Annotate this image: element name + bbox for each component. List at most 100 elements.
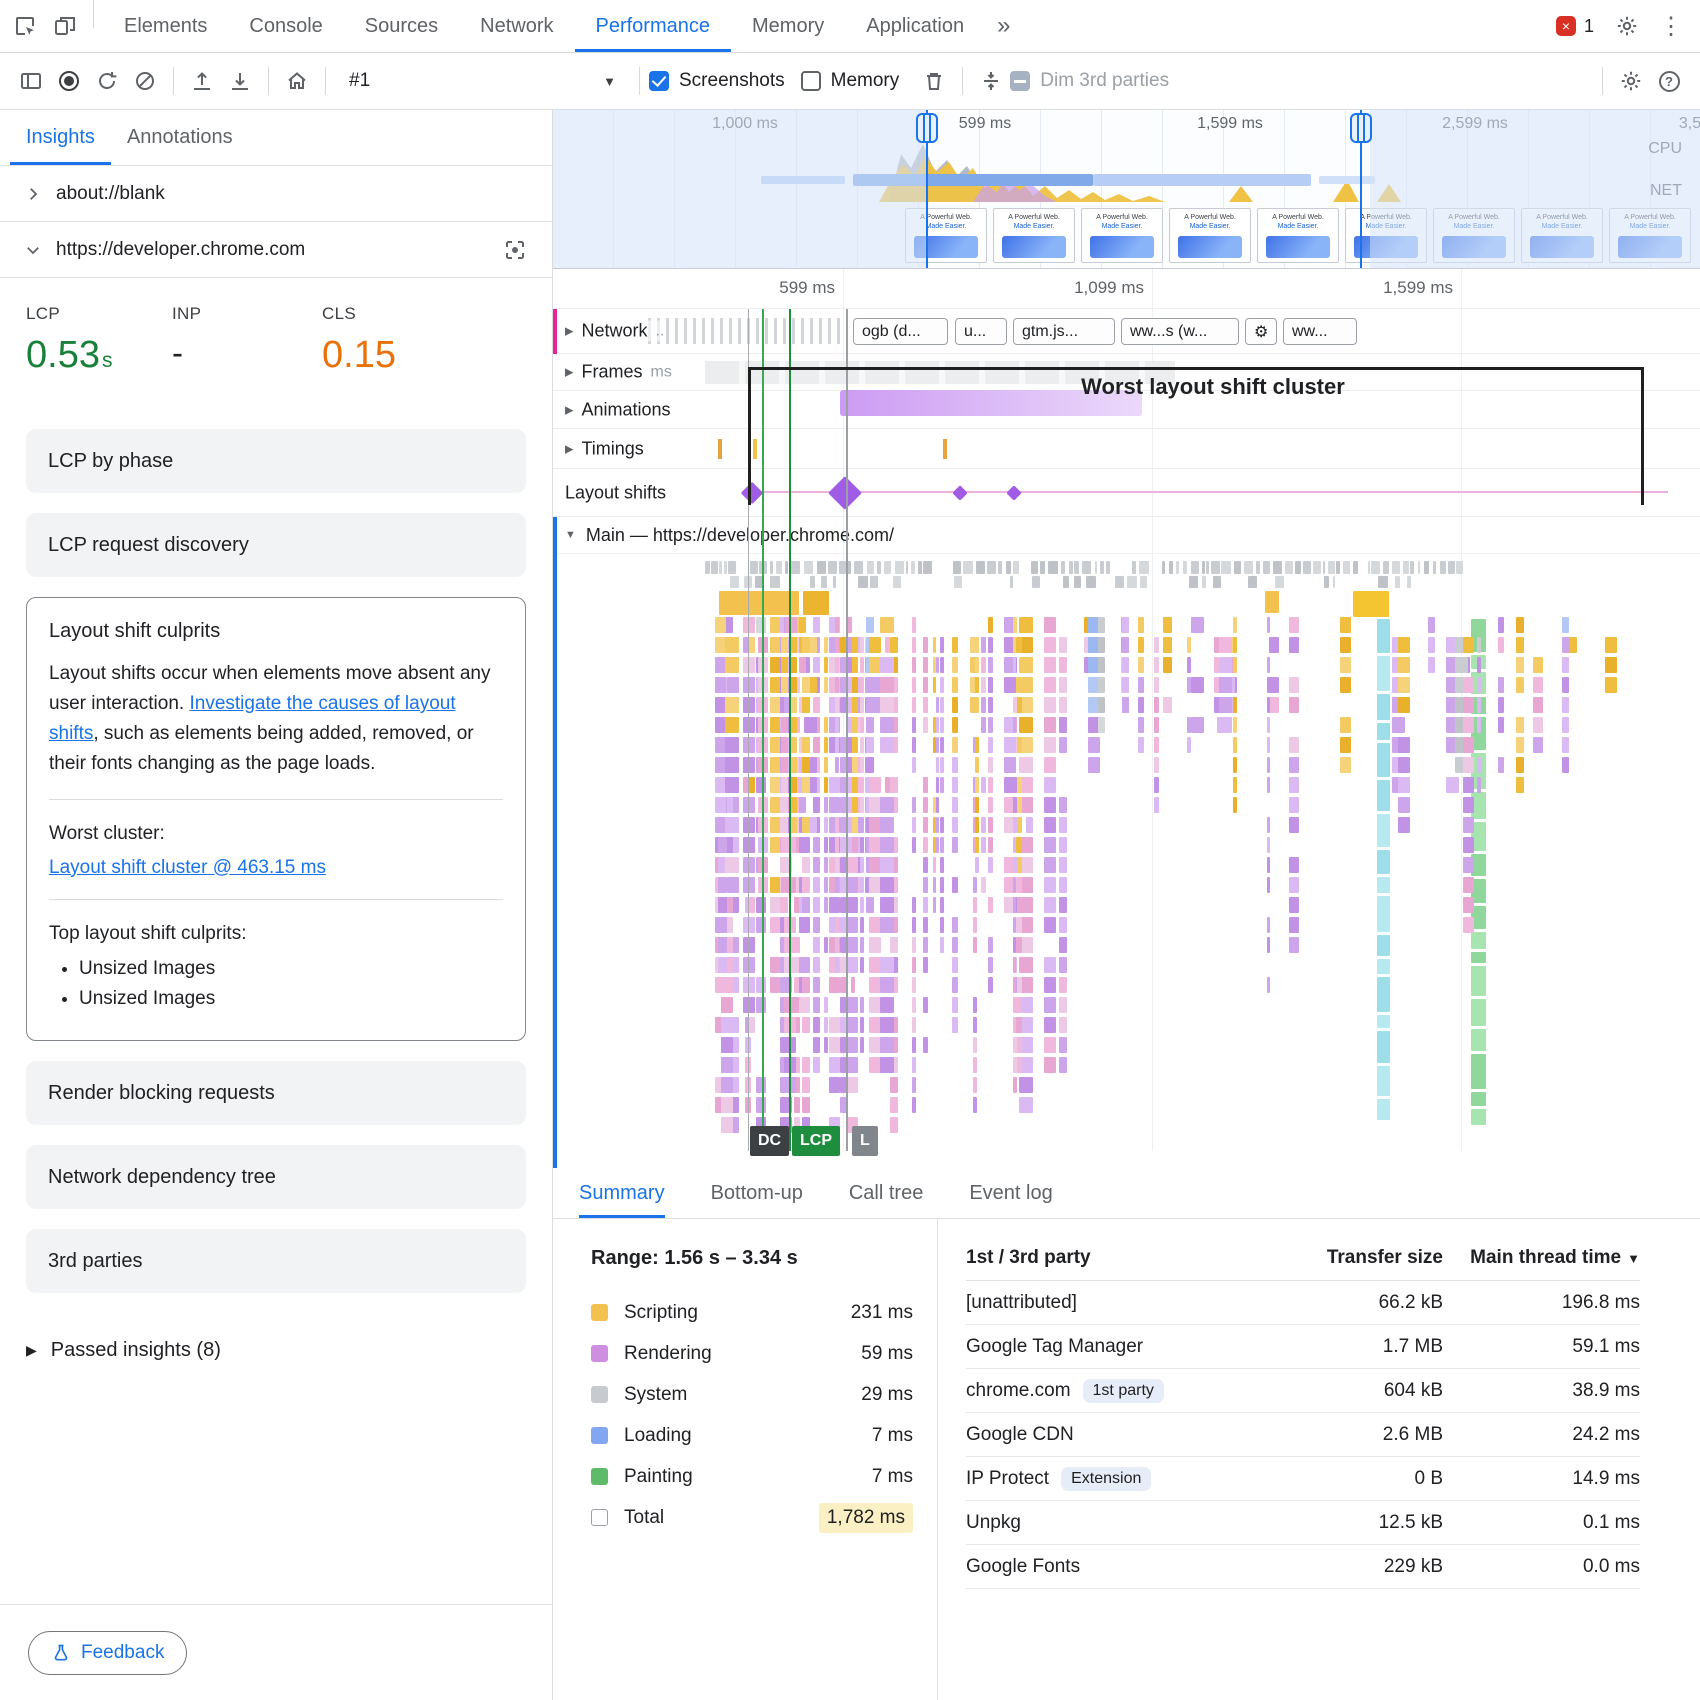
flame-bar bbox=[840, 1097, 848, 1113]
network-request-gear-pill[interactable]: ⚙ bbox=[1245, 318, 1277, 345]
flame-bar bbox=[889, 937, 899, 953]
help-icon[interactable]: ? bbox=[1650, 62, 1688, 100]
timeline-overview[interactable]: 1,000 ms599 ms1,599 ms2,599 ms3,5 CPU NE… bbox=[553, 110, 1700, 269]
overflow-menu-icon[interactable]: ⋮ bbox=[1659, 12, 1683, 40]
metric-lcp[interactable]: LCP 0.53 s bbox=[26, 304, 172, 377]
dim-3rd-parties-checkbox[interactable] bbox=[1010, 71, 1031, 91]
frame-row-main[interactable]: https://developer.chrome.com bbox=[0, 222, 552, 278]
flame-bar bbox=[1476, 717, 1481, 733]
flame-bar bbox=[748, 897, 756, 913]
flame-bar bbox=[1016, 637, 1022, 653]
worst-cluster-link[interactable]: Layout shift cluster @ 463.15 ms bbox=[49, 856, 326, 878]
insight-card-lcp-by-phase[interactable]: LCP by phase bbox=[26, 429, 526, 493]
filmstrip-thumbnail[interactable]: A Powerful Web. Made Easier. bbox=[1169, 208, 1251, 263]
legend-row: Loading 7 ms bbox=[591, 1415, 913, 1456]
filmstrip-thumbnail[interactable]: A Powerful Web. Made Easier. bbox=[993, 208, 1075, 263]
flame-bar bbox=[1153, 657, 1160, 673]
toggle-sidebar-icon[interactable] bbox=[12, 62, 50, 100]
tab-annotations[interactable]: Annotations bbox=[126, 126, 233, 148]
frames-track[interactable]: ▶ Frames ms bbox=[553, 354, 1700, 391]
reload-and-record-icon[interactable] bbox=[88, 62, 126, 100]
table-row[interactable]: [unattributed] 66.2 kB 196.8 ms bbox=[966, 1281, 1640, 1325]
flame-bar bbox=[1058, 797, 1068, 813]
insight-card-3rd-parties[interactable]: 3rd parties bbox=[26, 1229, 526, 1294]
flame-chart[interactable] bbox=[705, 561, 1635, 1133]
main-thread-track-header[interactable]: ▼ Main — https://developer.chrome.com/ bbox=[553, 517, 1700, 554]
flame-bar bbox=[1339, 717, 1351, 733]
history-dropdown[interactable]: #1 ▼ bbox=[335, 70, 630, 92]
flame-bar bbox=[880, 977, 894, 993]
layout-shift-cluster-bar[interactable] bbox=[840, 390, 1142, 416]
insight-card-network-dependency-tree[interactable]: Network dependency tree bbox=[26, 1145, 526, 1210]
settings-gear-icon[interactable] bbox=[1608, 7, 1646, 45]
column-header-main-thread-time[interactable]: Main thread time ▼ bbox=[1443, 1247, 1640, 1269]
passed-insights-toggle[interactable]: ▶ Passed insights (8) bbox=[0, 1313, 552, 1388]
filmstrip-thumbnail[interactable]: A Powerful Web. Made Easier. bbox=[1257, 208, 1339, 263]
garbage-collect-icon[interactable] bbox=[915, 62, 953, 100]
tab-elements[interactable]: Elements bbox=[124, 14, 208, 37]
viewfinder-icon[interactable] bbox=[496, 231, 534, 269]
table-row[interactable]: Unpkg 12.5 kB 0.1 ms bbox=[966, 1501, 1640, 1545]
network-request-pill[interactable]: gtm.js... bbox=[1013, 318, 1115, 345]
table-row[interactable]: Google Tag Manager 1.7 MB 59.1 ms bbox=[966, 1325, 1640, 1369]
filmstrip-thumbnail[interactable]: A Powerful Web. Made Easier. bbox=[1081, 208, 1163, 263]
cluster-bracket bbox=[748, 367, 1644, 505]
flame-bar bbox=[1339, 757, 1351, 773]
animations-track[interactable]: ▶ Animations bbox=[553, 391, 1700, 429]
tab-sources[interactable]: Sources bbox=[364, 14, 439, 37]
capture-settings-icon[interactable] bbox=[972, 62, 1010, 100]
layout-shift-culprits-card[interactable]: Layout shift culprits Layout shifts occu… bbox=[26, 597, 526, 1042]
table-row[interactable]: Google Fonts 229 kB 0.0 ms bbox=[966, 1545, 1640, 1589]
insight-card-render-blocking-requests[interactable]: Render blocking requests bbox=[26, 1061, 526, 1126]
screenshots-checkbox[interactable] bbox=[649, 71, 669, 91]
network-request-pill[interactable]: ogb (d... bbox=[853, 318, 948, 345]
error-badge[interactable]: × 1 bbox=[1555, 16, 1594, 37]
flame-bar bbox=[1016, 777, 1022, 793]
flame-bar bbox=[714, 677, 727, 693]
metric-cls[interactable]: CLS 0.15 bbox=[322, 304, 396, 377]
flame-bar bbox=[780, 977, 792, 993]
save-profile-icon[interactable] bbox=[221, 62, 259, 100]
flame-bar bbox=[829, 817, 840, 833]
tab-event-log[interactable]: Event log bbox=[969, 1181, 1053, 1204]
legend-row: Painting 7 ms bbox=[591, 1456, 913, 1497]
memory-checkbox[interactable] bbox=[800, 71, 821, 91]
flame-bar bbox=[846, 897, 858, 913]
table-row[interactable]: IP Protect Extension 0 B 14.9 ms bbox=[966, 1457, 1640, 1501]
flame-bar bbox=[1476, 677, 1481, 693]
clear-recording-icon[interactable] bbox=[126, 62, 164, 100]
tab-insights[interactable]: Insights bbox=[10, 110, 111, 165]
tab-application[interactable]: Application bbox=[866, 14, 965, 37]
network-request-pill[interactable]: u... bbox=[955, 318, 1007, 345]
tab-summary[interactable]: Summary bbox=[579, 1168, 665, 1218]
load-profile-icon[interactable] bbox=[183, 62, 221, 100]
feedback-button[interactable]: Feedback bbox=[28, 1630, 188, 1675]
tab-bottom-up[interactable]: Bottom-up bbox=[710, 1181, 803, 1204]
timeline-panel[interactable]: 599 ms 1,099 ms 1,599 ms ▶ Network.. ogb (d… bbox=[553, 269, 1700, 1168]
network-request-pill[interactable]: ww...s (w... bbox=[1121, 318, 1239, 345]
tab-network[interactable]: Network bbox=[480, 14, 554, 37]
network-track[interactable]: ▶ Network.. ogb (d... u... gtm.js... ww...s … bbox=[553, 309, 1700, 354]
inspect-element-icon[interactable] bbox=[6, 7, 44, 45]
table-row[interactable]: Google CDN 2.6 MB 24.2 ms bbox=[966, 1413, 1640, 1457]
timings-track[interactable]: ▶ Timings bbox=[553, 429, 1700, 469]
investigate-link[interactable]: Investigate the causes of layout shifts bbox=[49, 693, 456, 745]
column-header-1st-3rd-party[interactable]: 1st / 3rd party bbox=[966, 1247, 1273, 1269]
tab-call-tree[interactable]: Call tree bbox=[848, 1181, 924, 1204]
tab-memory[interactable]: Memory bbox=[752, 14, 825, 37]
panel-settings-gear-icon[interactable] bbox=[1612, 62, 1650, 100]
flame-bar bbox=[834, 857, 839, 873]
metric-inp[interactable]: INP - bbox=[172, 304, 322, 377]
more-tabs-icon[interactable]: » bbox=[997, 12, 1011, 39]
home-icon[interactable] bbox=[278, 62, 316, 100]
frame-row-blank[interactable]: about://blank bbox=[0, 166, 552, 222]
tab-performance[interactable]: Performance bbox=[575, 0, 732, 52]
column-header-transfer-size[interactable]: Transfer size bbox=[1273, 1247, 1443, 1269]
layout-shifts-track[interactable]: Layout shifts bbox=[553, 469, 1700, 517]
record-button[interactable] bbox=[50, 62, 88, 100]
insight-card-lcp-request-discovery[interactable]: LCP request discovery bbox=[26, 513, 526, 577]
table-row[interactable]: chrome.com 1st party 604 kB 38.9 ms bbox=[966, 1369, 1640, 1413]
device-toolbar-icon[interactable] bbox=[46, 7, 84, 45]
tab-console[interactable]: Console bbox=[249, 14, 323, 37]
network-request-pill[interactable]: ww... bbox=[1283, 318, 1357, 345]
